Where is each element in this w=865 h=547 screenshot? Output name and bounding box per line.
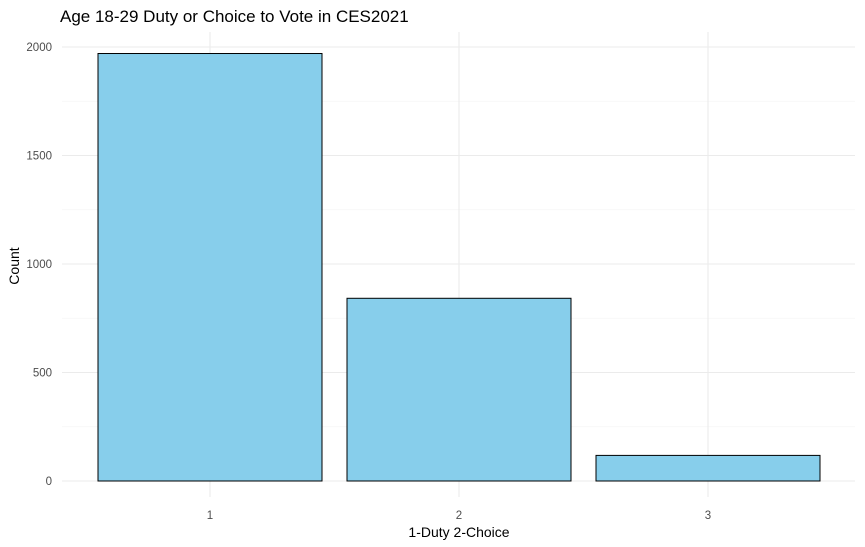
chart-title: Age 18-29 Duty or Choice to Vote in CES2… (60, 7, 409, 26)
bar-1 (97, 53, 323, 482)
y-axis-ticks: 0 500 1000 1500 2000 (26, 42, 52, 488)
x-tick-label: 2 (456, 510, 462, 522)
bar-3 (595, 454, 821, 482)
y-tick-label: 0 (46, 476, 52, 488)
bar-2 (346, 297, 572, 482)
y-tick-label: 1000 (26, 259, 52, 271)
y-tick-label: 1500 (26, 151, 52, 163)
bars (97, 53, 821, 482)
x-axis-ticks: 1 2 3 (207, 510, 711, 522)
x-tick-label: 3 (705, 510, 711, 522)
x-axis-title: 1-Duty 2-Choice (408, 524, 509, 540)
y-tick-label: 500 (33, 368, 52, 380)
y-tick-label: 2000 (26, 42, 52, 54)
x-tick-label: 1 (207, 510, 213, 522)
y-axis-title: Count (6, 247, 22, 284)
